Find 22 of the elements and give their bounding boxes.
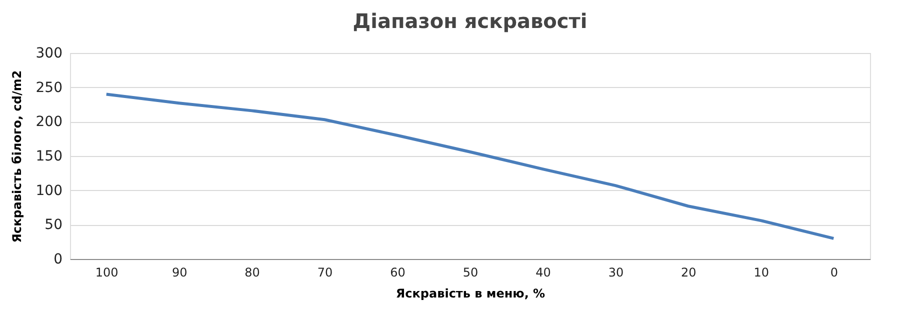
- x-tick-label: 10: [754, 266, 770, 280]
- y-tick-label: 200: [36, 114, 62, 130]
- y-axis-title: Яскравість білого, cd/m2: [10, 70, 24, 243]
- x-tick-label: 90: [172, 266, 188, 280]
- y-tick-label: 50: [44, 217, 62, 234]
- x-tick-label: 80: [244, 266, 260, 280]
- x-tick-label: 30: [608, 266, 624, 280]
- chart-title: Діапазон яскравості: [352, 9, 588, 33]
- y-tick-label: 150: [36, 148, 62, 164]
- y-tick-label: 100: [36, 182, 62, 199]
- y-tick-label: 0: [54, 252, 62, 268]
- x-tick-label: 20: [681, 266, 696, 280]
- line-series: [104, 92, 836, 240]
- x-tick-label: 100: [95, 266, 118, 280]
- x-tick-label: 70: [317, 266, 333, 280]
- x-tick-label: 50: [462, 266, 478, 280]
- x-axis-title: Яскравість в меню, %: [396, 286, 546, 300]
- y-tick-label: 300: [36, 46, 62, 62]
- x-tick-label: 60: [390, 266, 406, 280]
- x-tick-label: 0: [830, 266, 838, 280]
- y-tick-label: 250: [36, 80, 62, 96]
- x-tick-label: 40: [536, 266, 551, 280]
